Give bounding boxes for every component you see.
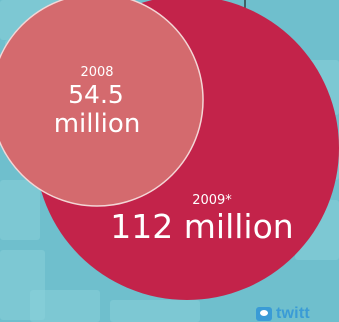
bubble-2009-year-label: 2009* [192,193,232,208]
background-tile [0,250,45,320]
bubble-2009-value-label: 112 million [110,207,293,246]
twitter-bird-icon [256,307,272,321]
bubble-2008-year-label: 2008 [80,65,113,80]
bubble-2008-value-label: 54.5 [68,80,124,109]
background-tile [30,290,100,322]
brand-badge[interactable]: twitt [256,305,310,322]
brand-text: twitt [276,305,310,322]
bubble-2008 [0,0,204,207]
bubble-2008-unit-label: million [54,109,141,139]
background-tile [110,300,200,322]
background-tile [0,180,40,240]
